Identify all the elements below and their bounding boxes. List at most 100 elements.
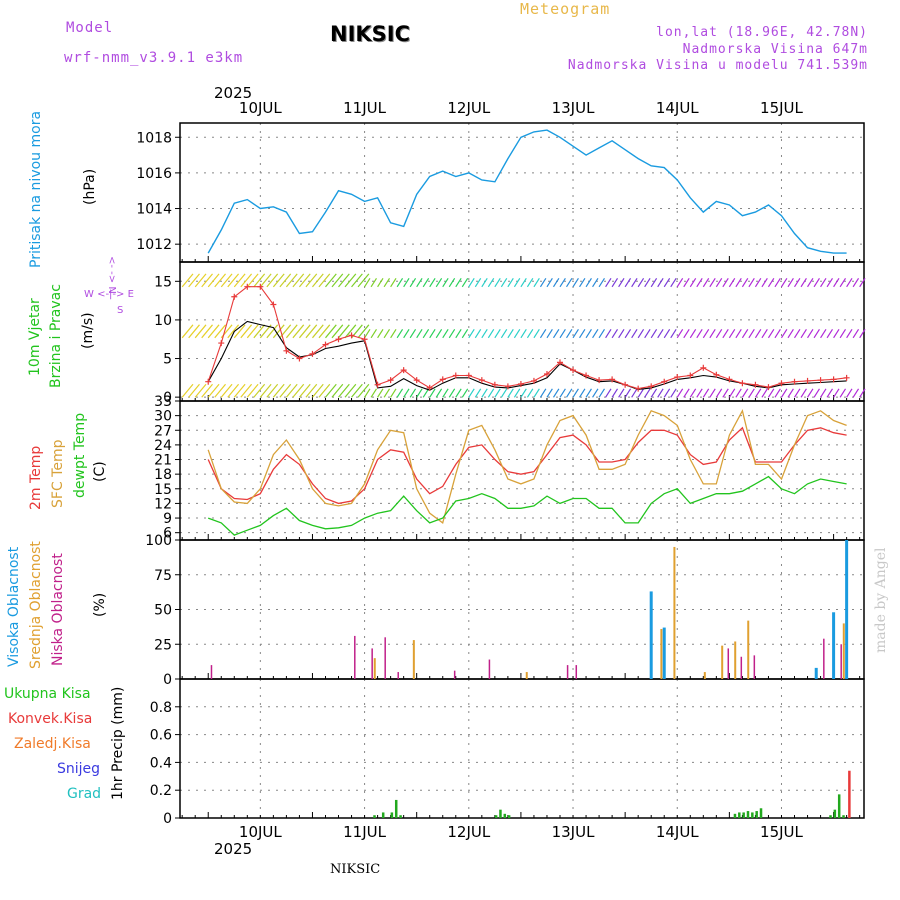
cloud-bar (649, 591, 653, 679)
wind-barb (709, 278, 716, 288)
wind-gust-marker (543, 370, 550, 377)
wind-barb (318, 273, 331, 288)
wind-gust-marker (296, 355, 303, 362)
wind-barb (357, 324, 370, 339)
precip-bar (503, 813, 507, 818)
precip-bar (842, 815, 845, 818)
wind-barb (396, 278, 404, 288)
wind-barb (546, 328, 553, 339)
wind-barb (403, 278, 410, 288)
wind-barb (383, 278, 391, 288)
wind-barb (670, 388, 677, 398)
wind-gust-marker (622, 381, 629, 388)
day-label-bottom: 12JUL (447, 823, 490, 841)
wind-barb (409, 278, 417, 288)
compass-s-letter: S (117, 305, 124, 316)
wind-barb (780, 328, 788, 339)
precip-bar (755, 811, 758, 818)
wind-barb (272, 324, 285, 339)
wind-barb (650, 328, 658, 339)
wind-gust-marker (335, 336, 342, 343)
y-tick-label: 18 (154, 467, 172, 483)
wind-barb (566, 328, 573, 339)
wind-barb (559, 388, 566, 398)
wind-barb (468, 388, 475, 398)
wind-barb (631, 328, 638, 339)
y-tick-label: 50 (154, 603, 172, 619)
wind-barb (741, 278, 749, 288)
wind-barb (422, 388, 430, 398)
wind-barb (233, 273, 246, 288)
wind-gust-marker (778, 380, 785, 387)
wind-barb (689, 328, 697, 339)
day-label-top: 14JUL (656, 99, 699, 117)
y-tick-label: 27 (154, 423, 172, 439)
wind-barb (754, 278, 762, 288)
wind-barb (435, 388, 443, 398)
wind-gust-marker (413, 377, 420, 384)
wind-barb (181, 273, 194, 288)
wind-gust-marker (557, 359, 563, 366)
cloud-bar (832, 612, 836, 679)
wind-barb (357, 273, 370, 288)
wind-barb (311, 383, 324, 398)
wind-barb (500, 328, 508, 339)
wind-barb (331, 324, 344, 339)
y-tick-label: 1018 (136, 130, 172, 146)
precip-legend-freezing: Zaledj.Kisa (14, 736, 91, 752)
y-tick-label: 75 (154, 568, 172, 584)
wind-barb (220, 273, 233, 288)
wind-barb (533, 388, 540, 398)
wind-barb (859, 328, 866, 339)
precip-bar (833, 809, 837, 818)
cloud-bar (453, 670, 456, 679)
cloud-bar (575, 665, 578, 679)
precip-bar (742, 812, 745, 818)
wind-barb (364, 388, 371, 398)
cloud-bar (371, 648, 373, 679)
wind-gust-marker (687, 372, 694, 379)
cloud-bar (384, 637, 386, 679)
wind-barb (780, 278, 788, 288)
precip-bar (738, 812, 741, 818)
wind-barb (311, 273, 324, 288)
wind-barb (696, 388, 703, 398)
wind-barb (546, 278, 553, 288)
cloud-bar (397, 672, 399, 679)
wind-barb (683, 278, 690, 288)
t2m-line (207, 426, 847, 505)
cloud-bar (823, 638, 825, 679)
wind-barb (487, 328, 495, 339)
cloud-bar (373, 658, 376, 679)
wind-gust-marker (843, 374, 850, 381)
wind-barb (272, 383, 285, 398)
wind-barb (566, 388, 573, 398)
wind-barb (663, 328, 671, 339)
y-tick-label: 0 (163, 811, 172, 827)
wind-barb (741, 388, 749, 398)
compass-e-letter: E (127, 289, 134, 300)
wind-barb (240, 324, 253, 339)
wind-gust-marker (283, 347, 290, 354)
wind-barb (233, 324, 246, 339)
wind-gust-marker (400, 367, 407, 374)
cloud-bar (727, 648, 730, 679)
wind-barb (507, 388, 514, 398)
wind-barb (826, 328, 833, 339)
wind-gust-marker (374, 381, 381, 388)
coords-text: lon,lat (18.96E, 42.78N) (656, 25, 868, 40)
y-tick-label: 0.6 (150, 728, 172, 744)
wind-barb (552, 278, 560, 288)
precip-legend-snow: Snijeg (57, 761, 101, 777)
wind-barb (370, 328, 377, 339)
wind-gust-marker (726, 376, 733, 383)
wind-barb (409, 328, 417, 339)
wind-barb (194, 383, 207, 398)
y-tick-label: 21 (154, 453, 172, 469)
wind-gust-marker (478, 377, 485, 384)
product-title: Meteogram (520, 0, 611, 18)
wind-barb (787, 278, 794, 288)
wind-barb (579, 278, 586, 288)
y-tick-label: 1014 (136, 202, 172, 218)
wind-barb (513, 388, 521, 398)
